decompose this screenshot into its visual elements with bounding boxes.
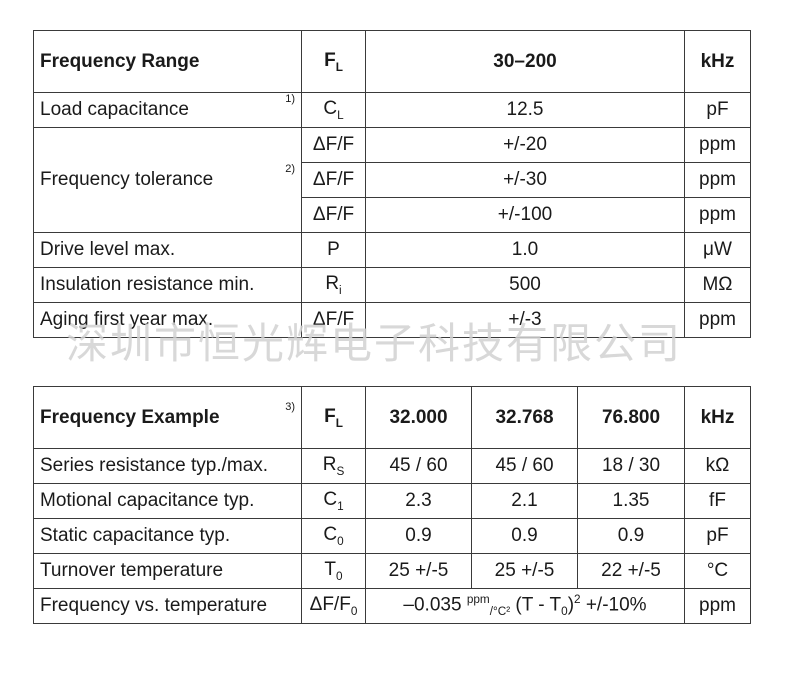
param-label: Insulation resistance min. — [33, 267, 302, 303]
param-label: Series resistance typ./max. — [33, 448, 302, 484]
unit-cell: ppm — [684, 197, 751, 233]
formula-cell: –0.035 ppm/°C² (T - T0)2 +/-10% — [365, 588, 685, 624]
value-cell: 1.0 — [365, 232, 685, 268]
table-row: Frequency Range FL 30–200 kHz — [33, 30, 751, 93]
value-cell: 25 +/-5 — [365, 553, 472, 589]
frequency-header: 32.000 — [365, 386, 472, 449]
table-row: Load capacitance 1) CL 12.5 pF — [33, 92, 751, 128]
param-label: Frequency vs. temperature — [33, 588, 302, 624]
unit-cell: ppm — [684, 162, 751, 198]
frequency-header: 32.768 — [471, 386, 578, 449]
symbol-cell: T0 — [301, 553, 366, 589]
value-cell: 45 / 60 — [471, 448, 578, 484]
table-row: Motional capacitance typ. C1 2.3 2.1 1.3… — [33, 483, 751, 519]
footnote-ref: 1) — [285, 93, 295, 105]
symbol-cell: Ri — [301, 267, 366, 303]
value-cell: 25 +/-5 — [471, 553, 578, 589]
unit-cell: pF — [684, 518, 751, 554]
unit-cell: °C — [684, 553, 751, 589]
unit-cell: ppm — [684, 127, 751, 163]
footnote-ref: 2) — [285, 163, 295, 175]
symbol-cell: C1 — [301, 483, 366, 519]
symbol-cell: CL — [301, 92, 366, 128]
table-row: Series resistance typ./max. RS 45 / 60 4… — [33, 448, 751, 484]
param-label: Drive level max. — [33, 232, 302, 268]
value-cell: +/-30 — [365, 162, 685, 198]
value-cell: +/-100 — [365, 197, 685, 233]
symbol-cell: RS — [301, 448, 366, 484]
table-row: Aging first year max. ΔF/F +/-3 ppm — [33, 302, 751, 338]
table-row: Frequency tolerance 2) ΔF/F +/-20 ppm — [33, 127, 751, 233]
value-cell: 12.5 — [365, 92, 685, 128]
param-label: Load capacitance 1) — [33, 92, 302, 128]
param-label: Aging first year max. — [33, 302, 302, 338]
symbol-cell: ΔF/F — [301, 197, 366, 233]
footnote-ref: 3) — [285, 400, 295, 413]
value-cell: 2.3 — [365, 483, 472, 519]
param-label: Motional capacitance typ. — [33, 483, 302, 519]
value-cell: 0.9 — [577, 518, 685, 554]
param-header: Frequency Range — [33, 30, 302, 93]
symbol-cell: C0 — [301, 518, 366, 554]
value-cell: 18 / 30 — [577, 448, 685, 484]
param-label: Static capacitance typ. — [33, 518, 302, 554]
value-cell: 0.9 — [365, 518, 472, 554]
param-header: Frequency Example 3) — [33, 386, 302, 449]
frequency-header: 76.800 — [577, 386, 685, 449]
table-row: ΔF/F +/-30 ppm — [34, 162, 751, 198]
symbol-cell: ΔF/F0 — [301, 588, 366, 624]
table-row: ΔF/F +/-100 ppm — [34, 197, 751, 233]
unit-header: kHz — [684, 30, 751, 93]
unit-cell: pF — [684, 92, 751, 128]
symbol-header: FL — [301, 30, 366, 93]
unit-cell: ppm — [684, 588, 751, 624]
symbol-cell: ΔF/F — [301, 302, 366, 338]
unit-cell: MΩ — [684, 267, 751, 303]
table-row: Turnover temperature T0 25 +/-5 25 +/-5 … — [33, 553, 751, 589]
param-label: Frequency tolerance 2) — [33, 127, 302, 233]
table-row: Frequency Example 3) FL 32.000 32.768 76.… — [33, 386, 751, 449]
unit-cell: ppm — [684, 302, 751, 338]
value-cell: 500 — [365, 267, 685, 303]
param-label: Turnover temperature — [33, 553, 302, 589]
frequency-range-value: 30–200 — [365, 30, 685, 93]
unit-cell: kΩ — [684, 448, 751, 484]
table-row: Static capacitance typ. C0 0.9 0.9 0.9 p… — [33, 518, 751, 554]
symbol-cell: ΔF/F — [301, 162, 366, 198]
unit-header: kHz — [684, 386, 751, 449]
unit-cell: fF — [684, 483, 751, 519]
table-row: Insulation resistance min. Ri 500 MΩ — [33, 267, 751, 303]
symbol-cell: ΔF/F — [301, 127, 366, 163]
frequency-range-table: Frequency Range FL 30–200 kHz Load capac… — [33, 30, 751, 338]
value-cell: +/-3 — [365, 302, 685, 338]
unit-cell: μW — [684, 232, 751, 268]
value-cell: 45 / 60 — [365, 448, 472, 484]
value-cell: 0.9 — [471, 518, 578, 554]
table-row: Frequency vs. temperature ΔF/F0 –0.035 p… — [33, 588, 751, 624]
value-cell: 2.1 — [471, 483, 578, 519]
table-row: Drive level max. P 1.0 μW — [33, 232, 751, 268]
value-cell: +/-20 — [365, 127, 685, 163]
value-cell: 1.35 — [577, 483, 685, 519]
symbol-cell: P — [301, 232, 366, 268]
symbol-header: FL — [301, 386, 366, 449]
frequency-example-table: Frequency Example 3) FL 32.000 32.768 76.… — [33, 386, 751, 624]
value-cell: 22 +/-5 — [577, 553, 685, 589]
